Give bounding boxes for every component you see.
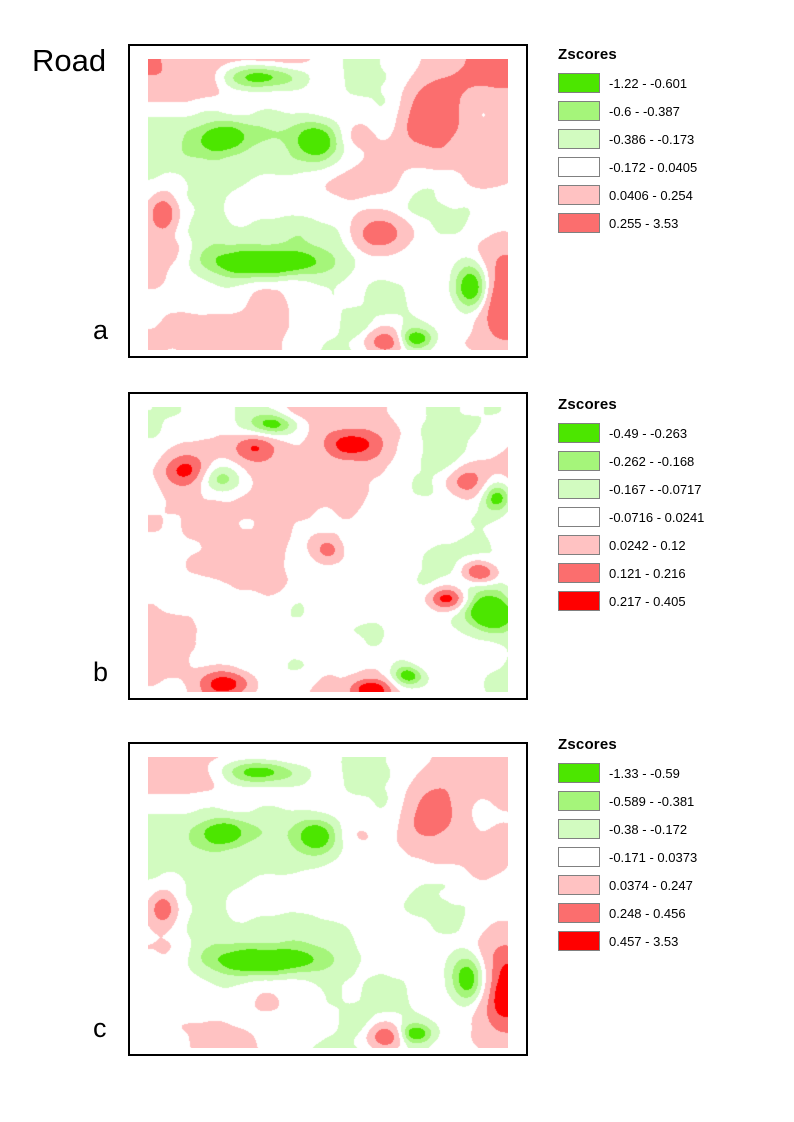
legend-swatch — [558, 185, 600, 205]
legend-item[interactable]: 0.217 - 0.405 — [558, 587, 773, 615]
legend-title-c: Zscores — [558, 736, 617, 753]
legend-c: Zscores -1.33 - -0.59 -0.589 - -0.381 -0.3… — [558, 736, 773, 955]
legend-item[interactable]: -0.172 - 0.0405 — [558, 153, 773, 181]
legend-a: Zscores -1.22 - -0.601 -0.6 - -0.387 -0.38… — [558, 46, 773, 237]
legend-label: -0.589 - -0.381 — [609, 793, 695, 809]
legend-swatch — [558, 875, 600, 895]
legend-label: -0.171 - 0.0373 — [609, 849, 698, 865]
legend-swatch — [558, 903, 600, 923]
legend-swatch — [558, 101, 600, 121]
legend-item[interactable]: -0.386 - -0.173 — [558, 125, 773, 153]
legend-swatch — [558, 931, 600, 951]
legend-label: 0.248 - 0.456 — [609, 905, 686, 921]
legend-item[interactable]: -0.49 - -0.263 — [558, 419, 773, 447]
legend-item[interactable]: 0.248 - 0.456 — [558, 899, 773, 927]
legend-swatch — [558, 451, 600, 471]
legend-b: Zscores -0.49 - -0.263 -0.262 - -0.168 -0.… — [558, 396, 773, 615]
legend-item[interactable]: -1.22 - -0.601 — [558, 69, 773, 97]
legend-title-a: Zscores — [558, 46, 617, 63]
legend-items-b: -0.49 - -0.263 -0.262 - -0.168 -0.167 - -0… — [558, 419, 773, 615]
legend-label: -0.0716 - 0.0241 — [609, 509, 705, 525]
legend-swatch — [558, 791, 600, 811]
legend-item[interactable]: -1.33 - -0.59 — [558, 759, 773, 787]
legend-item[interactable]: -0.0716 - 0.0241 — [558, 503, 773, 531]
map-canvas-a — [148, 59, 508, 350]
legend-item[interactable]: 0.121 - 0.216 — [558, 559, 773, 587]
legend-item[interactable]: -0.262 - -0.168 — [558, 447, 773, 475]
legend-label: 0.0406 - 0.254 — [609, 187, 693, 203]
legend-swatch — [558, 423, 600, 443]
map-canvas-c — [148, 757, 508, 1048]
legend-swatch — [558, 507, 600, 527]
legend-label: 0.457 - 3.53 — [609, 933, 679, 949]
legend-item[interactable]: -0.167 - -0.0717 — [558, 475, 773, 503]
legend-label: -0.172 - 0.0405 — [609, 159, 698, 175]
legend-label: -1.22 - -0.601 — [609, 75, 688, 91]
legend-swatch — [558, 763, 600, 783]
legend-swatch — [558, 563, 600, 583]
legend-item[interactable]: -0.38 - -0.172 — [558, 815, 773, 843]
legend-item[interactable]: -0.6 - -0.387 — [558, 97, 773, 125]
map-frame-a — [128, 44, 528, 358]
legend-label: 0.121 - 0.216 — [609, 565, 686, 581]
map-frame-c — [128, 742, 528, 1056]
legend-label: -1.33 - -0.59 — [609, 765, 680, 781]
legend-swatch — [558, 847, 600, 867]
legend-label: -0.386 - -0.173 — [609, 131, 695, 147]
legend-label: -0.167 - -0.0717 — [609, 481, 702, 497]
panel-letter-c: c — [93, 1013, 107, 1043]
map-frame-b — [128, 392, 528, 700]
legend-label: 0.217 - 0.405 — [609, 593, 686, 609]
legend-swatch — [558, 129, 600, 149]
legend-swatch — [558, 535, 600, 555]
map-canvas-b — [148, 407, 508, 692]
legend-item[interactable]: 0.0242 - 0.12 — [558, 531, 773, 559]
legend-swatch — [558, 213, 600, 233]
legend-item[interactable]: 0.0406 - 0.254 — [558, 181, 773, 209]
legend-label: -0.49 - -0.263 — [609, 425, 688, 441]
legend-item[interactable]: 0.255 - 3.53 — [558, 209, 773, 237]
legend-items-c: -1.33 - -0.59 -0.589 - -0.381 -0.38 - -0.1… — [558, 759, 773, 955]
legend-items-a: -1.22 - -0.601 -0.6 - -0.387 -0.386 - -0.1… — [558, 69, 773, 237]
legend-item[interactable]: 0.0374 - 0.247 — [558, 871, 773, 899]
legend-title-b: Zscores — [558, 396, 617, 413]
legend-label: 0.0242 - 0.12 — [609, 537, 686, 553]
legend-label: -0.6 - -0.387 — [609, 103, 680, 119]
legend-label: -0.38 - -0.172 — [609, 821, 688, 837]
legend-label: -0.262 - -0.168 — [609, 453, 695, 469]
legend-swatch — [558, 157, 600, 177]
page-title: Road — [32, 43, 107, 78]
legend-label: 0.0374 - 0.247 — [609, 877, 693, 893]
legend-item[interactable]: -0.171 - 0.0373 — [558, 843, 773, 871]
legend-swatch — [558, 479, 600, 499]
panel-letter-b: b — [93, 657, 109, 687]
legend-swatch — [558, 819, 600, 839]
panel-letter-a: a — [93, 315, 109, 345]
legend-label: 0.255 - 3.53 — [609, 215, 679, 231]
legend-item[interactable]: 0.457 - 3.53 — [558, 927, 773, 955]
legend-swatch — [558, 591, 600, 611]
legend-swatch — [558, 73, 600, 93]
legend-item[interactable]: -0.589 - -0.381 — [558, 787, 773, 815]
